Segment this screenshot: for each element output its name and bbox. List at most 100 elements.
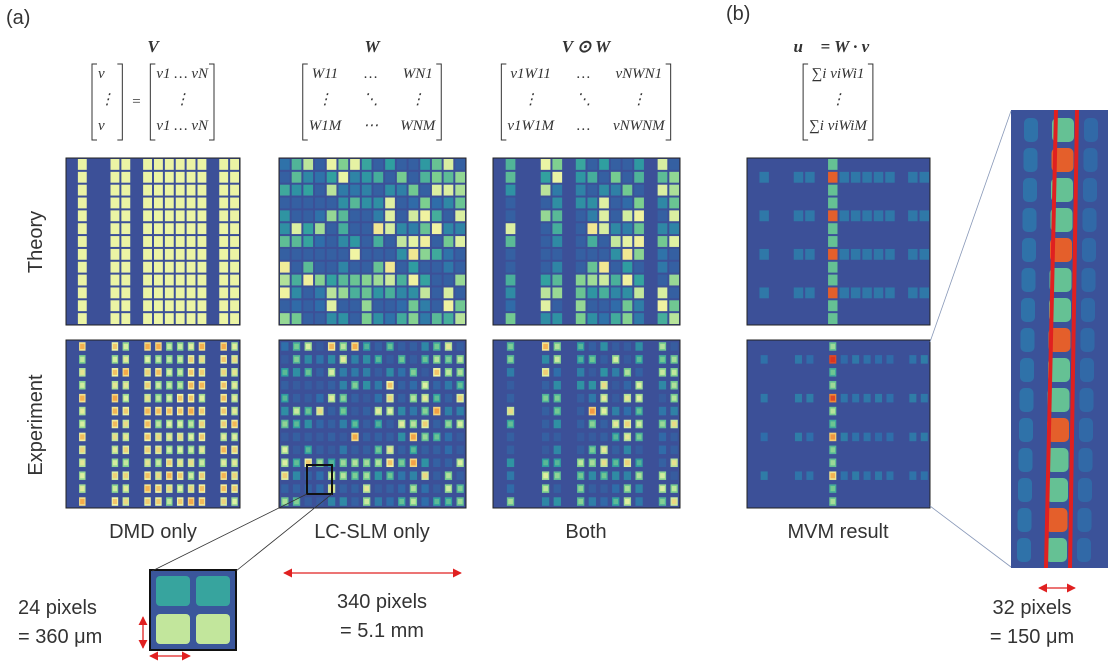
- pixel-cell: [385, 198, 395, 209]
- strip-blob: [1024, 118, 1038, 142]
- pixel-cell: [78, 313, 87, 324]
- pixel-cell: [165, 223, 174, 234]
- pixel-cell: [327, 249, 337, 260]
- matrix-entry: v1 … vN: [156, 66, 209, 82]
- pixel-speckle: [602, 447, 607, 452]
- pixel-cell: [397, 275, 407, 286]
- pixel-cell: [198, 287, 207, 298]
- pixel-speckle: [113, 396, 117, 401]
- pixel-cell: [176, 275, 185, 286]
- strip-blob: [1017, 538, 1031, 562]
- column-title: u⃗ = W · v⃗: [794, 37, 883, 56]
- pixel-cell: [315, 172, 325, 183]
- pixel-speckle: [178, 421, 182, 426]
- pixel-cell: [612, 394, 619, 403]
- pixel-cell: [176, 159, 185, 170]
- pixel-cell: [187, 287, 196, 298]
- pixel-cell: [909, 355, 916, 364]
- strip-blob: [1023, 208, 1037, 232]
- pixel-cell: [410, 381, 417, 390]
- pixel-cell: [143, 210, 152, 221]
- pixel-cell: [303, 300, 313, 311]
- pixel-cell: [444, 236, 454, 247]
- pixel-cell: [338, 159, 348, 170]
- figure: (a) (b) Theory Experiment DMD only LC-SL…: [0, 0, 1108, 662]
- pixel-cell: [794, 172, 803, 183]
- pixel-cell: [576, 223, 586, 234]
- pixel-speckle: [434, 408, 439, 413]
- pixel-cell: [542, 420, 549, 429]
- pixel-speckle: [167, 396, 171, 401]
- pixel-cell: [444, 262, 454, 273]
- pixel-speckle: [167, 421, 171, 426]
- pixel-cell: [552, 210, 562, 221]
- pixel-cell: [143, 300, 152, 311]
- pixel-cell: [576, 210, 586, 221]
- bracket: [868, 64, 873, 140]
- pixel-speckle: [294, 421, 299, 426]
- pixel-cell: [669, 300, 679, 311]
- pixel-cell: [541, 172, 551, 183]
- pixel-speckle: [341, 357, 346, 362]
- pixel-cell: [327, 313, 337, 324]
- matrix-entry: …: [577, 66, 590, 82]
- pixel-cell: [281, 433, 288, 442]
- pixel-cell: [589, 497, 596, 506]
- pixel-cell: [421, 342, 428, 351]
- pixel-cell: [455, 210, 465, 221]
- pixel-cell: [327, 210, 337, 221]
- pixel-speckle: [590, 447, 595, 452]
- pixel-cell: [386, 433, 393, 442]
- pixel-cell: [623, 287, 633, 298]
- pixel-cell: [281, 355, 288, 364]
- pixel-cell: [589, 433, 596, 442]
- caption: MVM result: [787, 521, 889, 543]
- pixel-cell: [351, 355, 358, 364]
- pixel-cell: [795, 433, 802, 442]
- pixel-speckle: [388, 460, 393, 465]
- pixel-cell: [658, 262, 668, 273]
- pixel-cell: [316, 420, 323, 429]
- pixel-cell: [230, 198, 239, 209]
- pixel-speckle: [446, 486, 451, 491]
- pixel-cell: [398, 433, 405, 442]
- pixel-speckle: [353, 344, 358, 349]
- matrix-entry: ⋮: [831, 92, 846, 108]
- strip-blob: [1079, 418, 1093, 442]
- pixel-speckle: [329, 344, 334, 349]
- matrix-entry: vNWNM: [613, 118, 666, 134]
- pixel-speckle: [458, 370, 463, 375]
- pixel-cell: [328, 381, 335, 390]
- pixel-cell: [111, 275, 120, 286]
- pixel-speckle: [329, 396, 334, 401]
- pixel-cell: [577, 368, 584, 377]
- pixel-cell: [541, 249, 551, 260]
- pixel-speckle: [830, 486, 835, 491]
- matrix-entry: ⋮: [410, 92, 425, 108]
- row-label: Experiment: [25, 374, 47, 476]
- pixel-cell: [862, 172, 871, 183]
- pixel-cell: [611, 159, 621, 170]
- pixel-cell: [794, 287, 803, 298]
- pixel-cell: [281, 381, 288, 390]
- pixel-cell: [187, 236, 196, 247]
- pixel-cell: [432, 172, 442, 183]
- pixel-cell: [600, 342, 607, 351]
- pixel-speckle: [80, 421, 84, 426]
- pixel-speckle: [222, 383, 226, 388]
- pixel-cell: [362, 198, 372, 209]
- pixel-speckle: [353, 460, 358, 465]
- pixel-cell: [327, 223, 337, 234]
- pixel-cell: [305, 381, 312, 390]
- pixel-speckle: [446, 499, 451, 504]
- pixel-cell: [121, 198, 130, 209]
- pixel-speckle: [306, 344, 311, 349]
- pixel-cell: [303, 223, 313, 234]
- pixel-cell: [840, 172, 849, 183]
- matrix-entry: ⋮: [631, 92, 646, 108]
- pixel-cell: [920, 210, 929, 221]
- pixel-cell: [327, 300, 337, 311]
- pixel-speckle: [80, 473, 84, 478]
- caption: LC-SLM only: [314, 521, 430, 543]
- pixel-cell: [828, 300, 837, 311]
